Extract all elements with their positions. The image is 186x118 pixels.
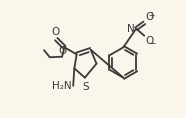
Text: O: O	[51, 27, 59, 37]
Text: O: O	[145, 36, 153, 46]
Text: O: O	[59, 46, 67, 56]
Text: −: −	[148, 38, 155, 47]
Text: +: +	[148, 11, 154, 20]
Text: H₂N: H₂N	[52, 81, 72, 91]
Text: N: N	[127, 24, 135, 34]
Text: O: O	[145, 12, 153, 22]
Text: S: S	[82, 82, 89, 92]
